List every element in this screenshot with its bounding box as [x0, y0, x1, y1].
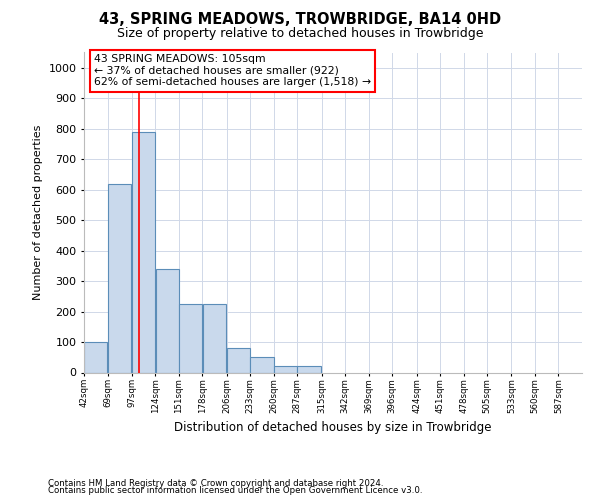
Bar	[203, 304, 226, 372]
Bar	[155, 269, 179, 372]
Bar	[250, 358, 274, 372]
Text: Contains public sector information licensed under the Open Government Licence v3: Contains public sector information licen…	[48, 486, 422, 495]
Bar	[107, 184, 131, 372]
Bar	[227, 348, 250, 372]
Text: Size of property relative to detached houses in Trowbridge: Size of property relative to detached ho…	[117, 28, 483, 40]
Y-axis label: Number of detached properties: Number of detached properties	[33, 125, 43, 300]
Bar	[84, 342, 107, 372]
Text: Contains HM Land Registry data © Crown copyright and database right 2024.: Contains HM Land Registry data © Crown c…	[48, 478, 383, 488]
Text: 43, SPRING MEADOWS, TROWBRIDGE, BA14 0HD: 43, SPRING MEADOWS, TROWBRIDGE, BA14 0HD	[99, 12, 501, 28]
Bar	[298, 366, 320, 372]
Text: 43 SPRING MEADOWS: 105sqm
← 37% of detached houses are smaller (922)
62% of semi: 43 SPRING MEADOWS: 105sqm ← 37% of detac…	[94, 54, 371, 88]
X-axis label: Distribution of detached houses by size in Trowbridge: Distribution of detached houses by size …	[174, 422, 492, 434]
Bar	[179, 304, 202, 372]
Bar	[132, 132, 155, 372]
Bar	[274, 366, 297, 372]
